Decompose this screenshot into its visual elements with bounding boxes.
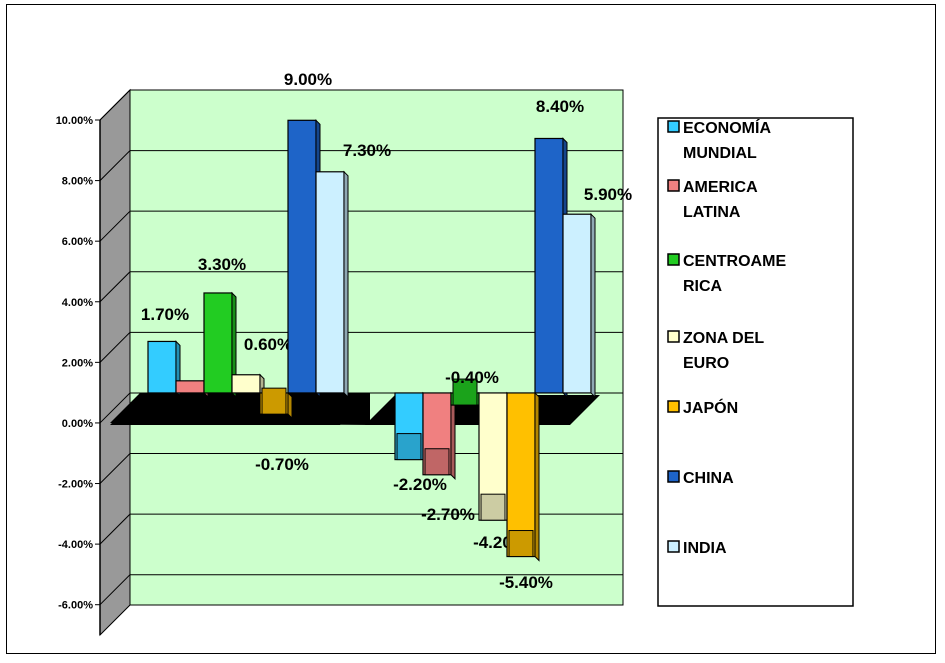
data-label-5-1: 8.40% — [536, 97, 584, 116]
legend-label-2: RICA — [683, 278, 723, 295]
gridline-depth — [99, 210, 131, 242]
bar-cap-4-0 — [261, 387, 287, 415]
data-label-2-1: -0.40% — [445, 368, 499, 387]
gridline-depth — [99, 453, 131, 484]
y-tick-label: -6.00% — [58, 600, 93, 612]
bar-3-0 — [231, 374, 261, 394]
bar-5-0 — [287, 119, 317, 394]
data-label-5-0: 9.00% — [284, 70, 332, 89]
y-tick-label: 2.00% — [62, 357, 93, 369]
bar-side-4-0 — [287, 391, 293, 420]
y-tick-label: 10.00% — [56, 115, 94, 127]
bar-6-1 — [562, 213, 592, 394]
legend-label-0: MUNDIAL — [683, 145, 757, 162]
legend-swatch-2 — [667, 253, 680, 266]
data-label-6-0: 7.30% — [343, 141, 391, 160]
legend-label-3: EURO — [683, 355, 729, 372]
legend-swatch-5 — [667, 470, 680, 483]
bar-6-0 — [315, 171, 345, 394]
y-tick-label: 4.00% — [62, 297, 93, 309]
gridline-depth — [99, 574, 131, 606]
legend-swatch-0 — [667, 120, 680, 133]
data-label-4-1: -5.40% — [499, 573, 553, 592]
gridline-depth — [99, 392, 131, 424]
legend-swatch-3 — [667, 330, 680, 343]
gridline-depth — [99, 271, 131, 303]
legend — [657, 117, 854, 607]
legend-swatch-1 — [667, 179, 680, 192]
bar-side-6-0 — [343, 170, 349, 399]
legend-label-5: CHINA — [683, 470, 734, 487]
data-label-0-0: 1.70% — [141, 305, 189, 324]
gridline-depth — [99, 150, 131, 181]
bar-5-1 — [534, 137, 564, 394]
gridline-depth — [99, 513, 131, 545]
bar-side-4-1 — [534, 391, 540, 562]
legend-swatch-6 — [667, 540, 680, 553]
plot-side-wall — [99, 88, 131, 637]
data-label-6-1: 5.90% — [584, 185, 632, 204]
bar-cap-4-1 — [508, 530, 534, 558]
data-label-2-0: 3.30% — [198, 255, 246, 274]
data-label-1-0: 0.40% — [141, 390, 189, 409]
data-label-3-0: 0.60% — [244, 335, 292, 354]
gridline-depth — [99, 331, 131, 363]
y-tick-label: 6.00% — [62, 236, 93, 248]
legend-label-1: AMERICA — [683, 179, 758, 196]
legend-label-4: JAPÓN — [683, 398, 738, 417]
bar-cap-1-1 — [424, 448, 450, 476]
legend-label-1: LATINA — [683, 204, 741, 221]
bar-cap-2-1 — [452, 378, 478, 406]
bar-2-0 — [203, 292, 233, 394]
legend-label-0: ECONOMÍA — [683, 118, 771, 137]
y-tick-label: 8.00% — [62, 176, 93, 188]
bar-0-0 — [147, 340, 177, 394]
floor-slab-left-top — [110, 392, 370, 425]
y-tick-label: -4.00% — [58, 539, 93, 551]
bar-cap-3-1 — [480, 493, 506, 521]
bar-side-1-1 — [450, 391, 456, 480]
data-label-0-1: -2.20% — [393, 475, 447, 494]
legend-swatch-4 — [667, 400, 680, 413]
legend-label-2: CENTROAME — [683, 253, 786, 270]
y-tick-label: 0.00% — [62, 418, 93, 430]
bar-cap-0-1 — [396, 433, 422, 461]
data-label-4-0: -0.70% — [255, 455, 309, 474]
legend-label-3: ZONA DEL — [683, 330, 764, 347]
data-label-1-1: -2.70% — [421, 505, 475, 524]
bar-side-2-0 — [231, 291, 237, 399]
bar-side-6-1 — [590, 212, 596, 399]
legend-label-6: INDIA — [683, 540, 727, 557]
y-tick-label: -2.00% — [58, 479, 93, 491]
gridline-depth — [99, 89, 131, 121]
